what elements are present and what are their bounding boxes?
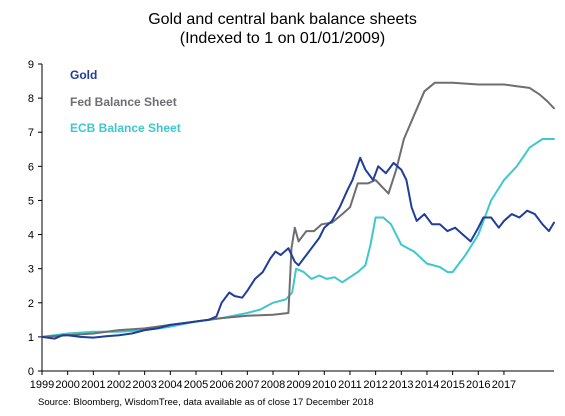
y-tick-label: 6 [28, 161, 34, 173]
y-tick-label: 8 [28, 93, 34, 105]
x-tick-label: 1999 [30, 379, 54, 391]
x-tick-label: 2000 [55, 379, 79, 391]
y-tick-label: 2 [28, 298, 34, 310]
y-tick-label: 9 [28, 59, 34, 71]
y-tick-label: 3 [28, 264, 34, 276]
y-tick-label: 0 [28, 366, 34, 378]
legend-fed-balance-sheet: Fed Balance Sheet [70, 95, 177, 109]
x-tick-label: 2013 [389, 379, 413, 391]
x-tick-label: 2005 [184, 379, 208, 391]
x-tick-label: 2006 [209, 379, 233, 391]
series-lines [41, 81, 555, 340]
x-tick-label: 2010 [312, 379, 336, 391]
x-tick-label: 2002 [107, 379, 131, 391]
x-tick-label: 2011 [338, 379, 362, 391]
y-tick-label: 4 [28, 230, 34, 242]
x-tick-label: 2015 [440, 379, 464, 391]
source-note: Source: Bloomberg, WisdomTree, data avai… [38, 397, 374, 408]
y-tick-label: 5 [28, 195, 34, 207]
x-tick-label: 2012 [363, 379, 387, 391]
x-tick-label: 2017 [492, 379, 516, 391]
x-tick-label: 2016 [466, 379, 490, 391]
chart-title: Gold and central bank balance sheets [148, 11, 417, 28]
legend-ecb-balance-sheet: ECB Balance Sheet [70, 121, 181, 135]
x-tick-label: 2003 [132, 379, 156, 391]
x-tick-label: 2004 [158, 379, 182, 391]
x-tick-label: 2008 [261, 379, 285, 391]
x-tick-label: 2014 [415, 379, 439, 391]
series-line-gold [41, 156, 555, 340]
y-tick-label: 1 [28, 332, 34, 344]
x-tick-label: 2001 [81, 379, 105, 391]
y-tick-label: 7 [28, 127, 34, 139]
x-tick-label: 2009 [286, 379, 310, 391]
legend-gold: Gold [70, 68, 98, 82]
x-tick-label: 2007 [235, 379, 259, 391]
chart-subtitle: (Indexed to 1 on 01/01/2009) [179, 30, 386, 47]
